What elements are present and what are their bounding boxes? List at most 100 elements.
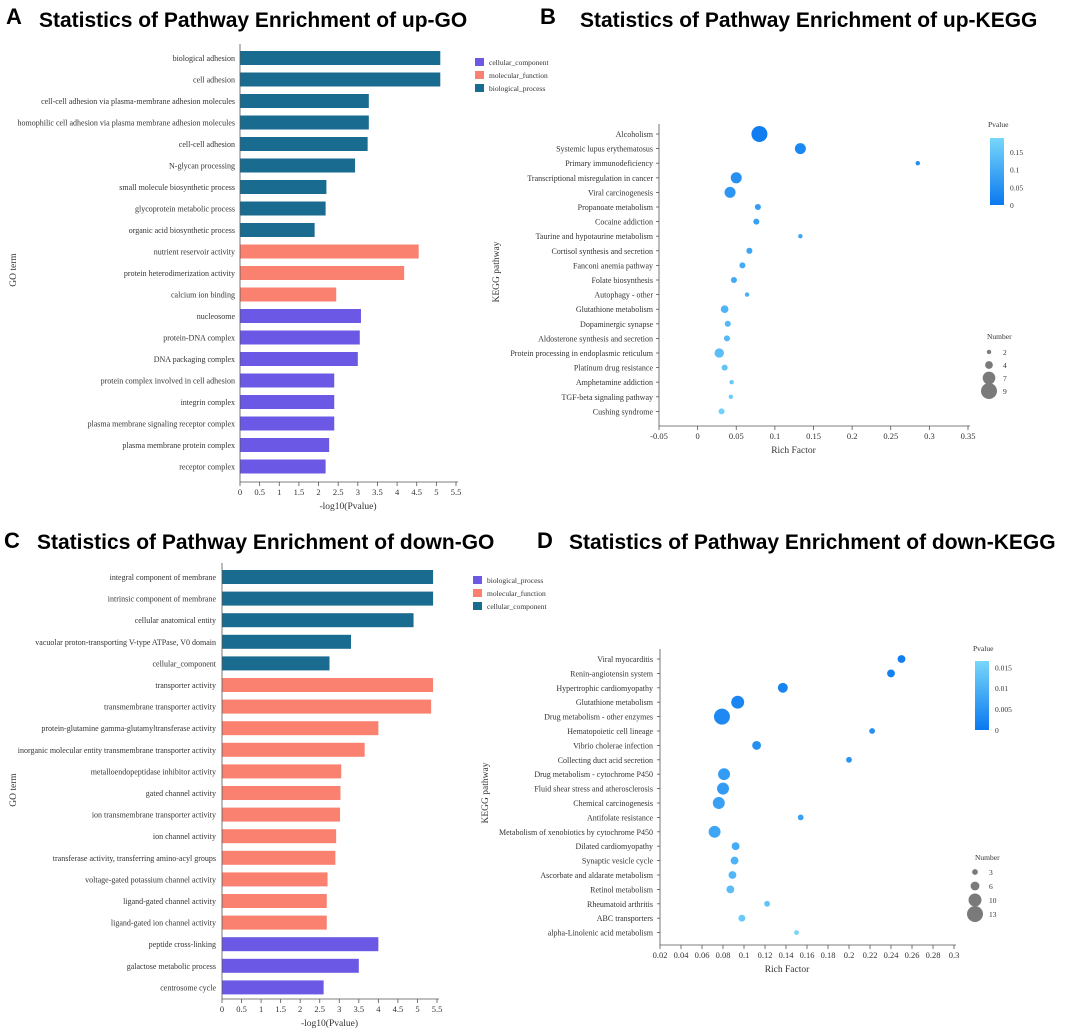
panel-c: C Statistics of Pathway Enrichment of do… xyxy=(4,528,547,1028)
point-label: Primary immunodeficiency xyxy=(565,159,653,168)
bar xyxy=(222,980,324,995)
legend-swatch xyxy=(475,58,484,66)
bar-label: glycoprotein metabolic process xyxy=(135,205,235,214)
bar xyxy=(222,634,351,649)
legend-swatch xyxy=(473,589,482,597)
x-tick-label: 1 xyxy=(277,487,281,497)
bar xyxy=(222,591,434,606)
colorbar-tick-label: 0.015 xyxy=(995,663,1012,672)
point-label: Dilated cardiomyopathy xyxy=(575,842,653,851)
x-tick-label: 0.15 xyxy=(806,431,821,441)
bar xyxy=(240,352,358,366)
x-tick-label: 4 xyxy=(376,1004,381,1014)
x-tick-label: 0.1 xyxy=(739,950,750,960)
bar-label: intrinsic component of membrane xyxy=(108,595,217,604)
bar-label: cellular_component xyxy=(152,659,216,668)
x-tick-label: 0 xyxy=(696,431,700,441)
point-label: Ascorbate and aldarate metabolism xyxy=(540,871,653,880)
y-axis-label: KEGG pathway xyxy=(481,762,491,823)
bar-label: organic acid biosynthetic process xyxy=(129,226,235,235)
x-tick-label: 0.5 xyxy=(254,487,265,497)
x-tick-label: 0.2 xyxy=(844,950,855,960)
size-legend-marker xyxy=(972,869,978,875)
bar-label: gated channel activity xyxy=(146,789,216,798)
bar xyxy=(240,223,315,237)
x-tick-label: 5.5 xyxy=(451,487,462,497)
x-tick-label: 3 xyxy=(356,487,360,497)
colorbar-tick-label: 0 xyxy=(1010,201,1014,210)
bar xyxy=(240,94,369,108)
chart-title-c: Statistics of Pathway Enrichment of down… xyxy=(37,531,494,554)
chart-title-d: Statistics of Pathway Enrichment of down… xyxy=(569,531,1056,554)
data-point xyxy=(752,740,762,750)
data-point xyxy=(731,842,740,851)
x-axis-label: -log10(Pvalue) xyxy=(320,501,377,512)
bar xyxy=(240,137,368,151)
bar xyxy=(222,764,342,779)
panel-b: B Statistics of Pathway Enrichment of up… xyxy=(492,4,1037,456)
bar-label: cell-cell adhesion xyxy=(179,140,235,149)
point-label: Folate biosynthesis xyxy=(591,276,653,285)
size-legend-marker xyxy=(982,371,996,385)
x-axis-label: Rich Factor xyxy=(771,446,816,456)
size-legend-title: Number xyxy=(975,853,1000,862)
x-tick-label: 0.05 xyxy=(729,431,744,441)
bar-label: protein-DNA complex xyxy=(163,334,235,343)
legend-swatch xyxy=(475,71,484,79)
data-point xyxy=(708,825,721,838)
bar xyxy=(222,829,337,844)
point-label: Hematopoietic cell lineage xyxy=(567,727,653,736)
bar xyxy=(222,872,328,887)
x-tick-label: 1.5 xyxy=(275,1004,286,1014)
x-tick-label: 0.16 xyxy=(800,950,815,960)
bar-label: galactose metabolic process xyxy=(127,962,216,971)
point-label: ABC transporters xyxy=(597,914,653,923)
size-legend-marker xyxy=(968,893,982,907)
bar-label: DNA packaging complex xyxy=(154,355,235,364)
data-point xyxy=(720,305,729,314)
size-legend-label: 4 xyxy=(1003,361,1007,370)
x-tick-label: 0.3 xyxy=(949,950,960,960)
data-point xyxy=(730,276,737,284)
panel-d: D Statistics of Pathway Enrichment of do… xyxy=(481,528,1056,975)
bar-label: plasma membrane protein complex xyxy=(122,441,235,450)
point-label: Cocaine addiction xyxy=(595,218,653,227)
point-label: Rheumatoid arthritis xyxy=(587,900,653,909)
data-point xyxy=(724,320,731,327)
bar xyxy=(240,158,356,173)
size-legend-label: 10 xyxy=(989,896,997,905)
x-axis-label: -log10(Pvalue) xyxy=(301,1018,358,1028)
colorbar-tick-label: 0.05 xyxy=(1010,183,1023,192)
point-label: Fluid shear stress and atherosclerosis xyxy=(534,785,653,794)
bar xyxy=(222,894,327,908)
x-tick-label: 5 xyxy=(415,1004,419,1014)
bar-label: biological adhesion xyxy=(173,54,235,63)
x-tick-label: 0 xyxy=(238,487,242,497)
size-legend-label: 7 xyxy=(1003,374,1007,383)
bar xyxy=(240,115,369,130)
bar-label: inorganic molecular entity transmembrane… xyxy=(18,746,216,755)
bar xyxy=(222,570,434,584)
data-point xyxy=(739,262,746,269)
size-legend-marker xyxy=(970,881,980,891)
data-point xyxy=(718,768,731,781)
bar-label: ligand-gated ion channel activity xyxy=(111,919,216,928)
bar xyxy=(222,786,341,800)
x-tick-label: 0.26 xyxy=(905,950,920,960)
point-label: Cortisol synthesis and secretion xyxy=(551,247,653,256)
x-tick-label: -0.05 xyxy=(650,431,668,441)
data-point xyxy=(746,247,753,254)
bar xyxy=(222,613,414,628)
bar-label: nutrient reservoir activity xyxy=(154,248,235,257)
bar-label: integral component of membrane xyxy=(110,573,217,582)
x-tick-label: 5.5 xyxy=(432,1004,443,1014)
point-label: Renin-angiotensin system xyxy=(570,669,654,678)
y-axis-label: KEGG pathway xyxy=(492,241,502,302)
bar-label: centrosome cycle xyxy=(160,983,216,992)
bar-label: ion transmembrane transporter activity xyxy=(92,811,216,820)
bar-label: transmembrane transporter activity xyxy=(104,703,216,712)
legend-label: cellular_component xyxy=(489,58,549,67)
point-label: Dopaminergic synapse xyxy=(580,320,653,329)
data-point xyxy=(887,669,895,678)
